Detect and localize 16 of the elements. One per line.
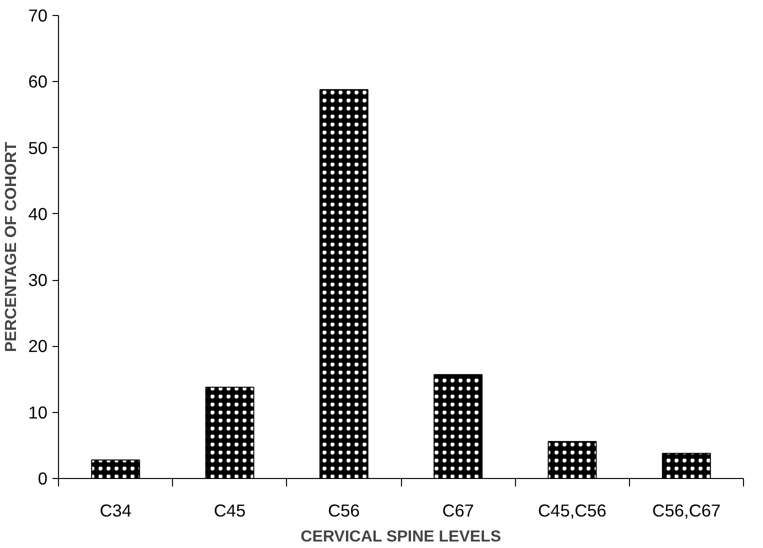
x-tick-label: C56: [328, 500, 360, 520]
y-tick-label: 60: [28, 72, 48, 92]
y-tick-label: 10: [28, 402, 48, 422]
x-tick-label: C67: [442, 500, 474, 520]
x-tick-label: C56,C67: [652, 500, 721, 520]
x-tick-label: C45: [214, 500, 246, 520]
x-tick-label: C45,C56: [538, 500, 606, 520]
y-tick-label: 0: [38, 468, 48, 488]
y-tick-label: 50: [28, 138, 48, 158]
x-axis-title: CERVICAL SPINE LEVELS: [300, 528, 502, 546]
y-tick-label: 70: [28, 6, 48, 26]
y-tick-label: 30: [28, 270, 48, 290]
y-tick-label: 40: [28, 204, 48, 224]
y-tick-label: 20: [28, 336, 48, 356]
x-tick-label: C34: [100, 500, 132, 520]
y-axis-title: PERCENTAGE OF COHORT: [3, 142, 20, 352]
